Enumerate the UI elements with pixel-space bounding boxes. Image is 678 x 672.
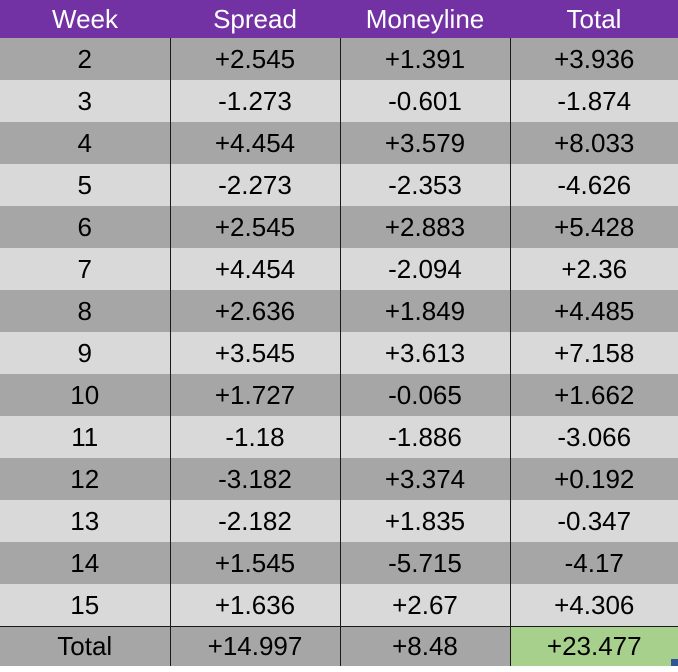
cell-spread: -2.273	[169, 164, 340, 206]
cell-spread: +1.727	[169, 374, 340, 416]
cell-total: +4.306	[509, 584, 678, 627]
cell-total: -1.874	[509, 80, 678, 122]
table-row: 10 +1.727 -0.065 +1.662	[0, 374, 678, 416]
cell-total: +1.662	[509, 374, 678, 416]
total-spread: +14.997	[169, 626, 340, 666]
cell-week: 12	[0, 458, 170, 500]
total-label: Total	[0, 626, 170, 666]
cell-total: +3.936	[509, 38, 678, 80]
cell-week: 4	[0, 122, 170, 164]
total-moneyline: +8.48	[339, 626, 510, 666]
cell-spread: -1.18	[169, 416, 340, 458]
cell-total: +2.36	[509, 248, 678, 290]
cell-week: 13	[0, 500, 170, 542]
header-moneyline: Moneyline	[340, 0, 510, 38]
cell-spread: +1.545	[169, 542, 340, 584]
cell-spread: +3.545	[169, 332, 340, 374]
cell-moneyline: +1.391	[339, 38, 510, 80]
cell-spread: +2.636	[169, 290, 340, 332]
cell-moneyline: -0.601	[339, 80, 510, 122]
cell-total: -0.347	[509, 500, 678, 542]
table-row: 4 +4.454 +3.579 +8.033	[0, 122, 678, 164]
cell-moneyline: -2.353	[339, 164, 510, 206]
cell-week: 11	[0, 416, 170, 458]
cell-week: 15	[0, 584, 170, 627]
table-row: 12 -3.182 +3.374 +0.192	[0, 458, 678, 500]
table-row: 14 +1.545 -5.715 -4.17	[0, 542, 678, 584]
table-row: 7 +4.454 -2.094 +2.36	[0, 248, 678, 290]
grand-total-cell: +23.477	[509, 626, 678, 666]
cell-moneyline: -5.715	[339, 542, 510, 584]
cell-total: +7.158	[509, 332, 678, 374]
cell-spread: +2.545	[169, 38, 340, 80]
header-row: Week Spread Moneyline Total	[0, 0, 678, 38]
cell-week: 9	[0, 332, 170, 374]
cell-moneyline: -1.886	[339, 416, 510, 458]
table-row: 2 +2.545 +1.391 +3.936	[0, 38, 678, 80]
table-body: 2 +2.545 +1.391 +3.936 3 -1.273 -0.601 -1.874 4 +…	[0, 38, 678, 627]
cell-week: 3	[0, 80, 170, 122]
cell-week: 5	[0, 164, 170, 206]
cell-total: +4.485	[509, 290, 678, 332]
table-row: 15 +1.636 +2.67 +4.306	[0, 584, 678, 627]
fill-handle[interactable]	[671, 659, 678, 666]
cell-moneyline: +1.835	[339, 500, 510, 542]
cell-total: -4.626	[509, 164, 678, 206]
cell-moneyline: +3.579	[339, 122, 510, 164]
cell-week: 6	[0, 206, 170, 248]
cell-total: -4.17	[509, 542, 678, 584]
cell-moneyline: -0.065	[339, 374, 510, 416]
cell-moneyline: +2.883	[339, 206, 510, 248]
cell-spread: +1.636	[169, 584, 340, 627]
cell-spread: +4.454	[169, 122, 340, 164]
cell-spread: -2.182	[169, 500, 340, 542]
header-week: Week	[0, 0, 170, 38]
table-row: 6 +2.545 +2.883 +5.428	[0, 206, 678, 248]
header-total: Total	[510, 0, 678, 38]
cell-total: +5.428	[509, 206, 678, 248]
cell-week: 7	[0, 248, 170, 290]
table-row: 9 +3.545 +3.613 +7.158	[0, 332, 678, 374]
header-spread: Spread	[170, 0, 340, 38]
table-row: 8 +2.636 +1.849 +4.485	[0, 290, 678, 332]
cell-moneyline: +1.849	[339, 290, 510, 332]
cell-moneyline: -2.094	[339, 248, 510, 290]
cell-week: 10	[0, 374, 170, 416]
table-row: 5 -2.273 -2.353 -4.626	[0, 164, 678, 206]
cell-total: +8.033	[509, 122, 678, 164]
cell-spread: +2.545	[169, 206, 340, 248]
cell-moneyline: +3.374	[339, 458, 510, 500]
cell-total: +0.192	[509, 458, 678, 500]
cell-week: 8	[0, 290, 170, 332]
table-row: 11 -1.18 -1.886 -3.066	[0, 416, 678, 458]
total-row: Total +14.997 +8.48 +23.477	[0, 626, 678, 666]
table-row: 13 -2.182 +1.835 -0.347	[0, 500, 678, 542]
cell-spread: -1.273	[169, 80, 340, 122]
grand-total-value: +23.477	[546, 631, 642, 661]
cell-spread: +4.454	[169, 248, 340, 290]
cell-moneyline: +3.613	[339, 332, 510, 374]
cell-spread: -3.182	[169, 458, 340, 500]
table-row: 3 -1.273 -0.601 -1.874	[0, 80, 678, 122]
cell-total: -3.066	[509, 416, 678, 458]
cell-moneyline: +2.67	[339, 584, 510, 627]
cell-week: 14	[0, 542, 170, 584]
cell-week: 2	[0, 38, 170, 80]
